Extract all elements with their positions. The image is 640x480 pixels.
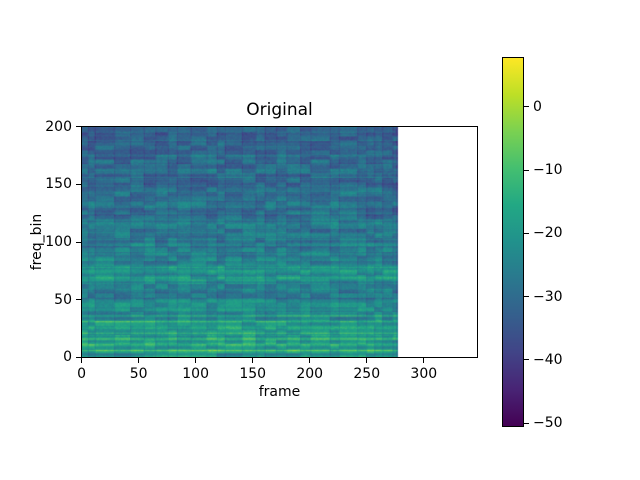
colorbar-tick-mark (524, 422, 529, 424)
colorbar-tick-label: −40 (533, 351, 563, 368)
x-tick-label: 150 (239, 366, 267, 382)
x-tick-mark (366, 358, 368, 363)
x-tick-mark (252, 358, 254, 363)
x-tick-label: 300 (410, 366, 438, 382)
colorbar-tick-mark (524, 169, 529, 171)
y-tick-mark (76, 183, 81, 185)
x-tick-label: 200 (296, 366, 324, 382)
y-tick-label: 150 (45, 176, 72, 193)
colorbar-tick-label: −50 (533, 415, 563, 432)
colorbar-tick-mark (524, 359, 529, 361)
colorbar-tick-mark (524, 296, 529, 298)
colorbar-tick-label: −10 (533, 162, 563, 179)
x-tick-label: 100 (182, 366, 209, 382)
y-tick-mark (76, 241, 81, 243)
chart-title: Original (246, 100, 313, 120)
y-tick-label: 0 (63, 349, 72, 366)
y-tick-label: 50 (54, 291, 72, 308)
x-tick-label: 250 (353, 366, 381, 382)
colorbar-tick-mark (524, 232, 529, 234)
plot-area (81, 126, 478, 358)
colorbar (502, 57, 524, 427)
colorbar-tick-label: −30 (533, 288, 563, 305)
y-tick-mark (76, 299, 81, 301)
x-tick-mark (423, 358, 425, 363)
y-tick-label: 100 (45, 234, 72, 250)
x-tick-label: 50 (129, 366, 148, 382)
x-tick-mark (195, 358, 197, 363)
colorbar-tick-label: 0 (533, 98, 542, 115)
x-tick-mark (138, 358, 140, 363)
x-axis-label: frame (258, 384, 301, 400)
y-tick-label: 200 (45, 118, 72, 135)
x-tick-mark (81, 358, 83, 363)
x-tick-mark (309, 358, 311, 363)
spectrogram-heatmap (81, 126, 478, 358)
y-tick-mark (76, 126, 81, 128)
y-tick-mark (76, 356, 81, 358)
colorbar-tick-label: −20 (533, 225, 563, 242)
colorbar-tick-mark (524, 106, 529, 108)
x-tick-label: 0 (77, 366, 87, 382)
